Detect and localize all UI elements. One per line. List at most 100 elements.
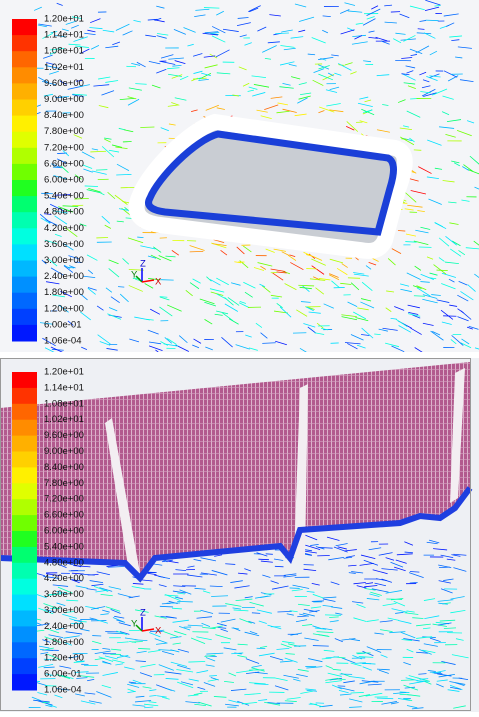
vector-arrow [334, 72, 342, 76]
vector-arrow [449, 304, 458, 307]
vector-arrow [161, 602, 171, 605]
vector-arrow [44, 609, 55, 613]
vector-arrow [50, 346, 63, 352]
vector-arrow [359, 563, 374, 566]
color-swatch [12, 292, 37, 310]
vector-arrow [325, 680, 342, 684]
vector-arrow [322, 15, 331, 18]
vector-arrow [390, 561, 404, 568]
vector-arrow [309, 278, 326, 281]
axis-label: X [155, 626, 162, 637]
legend-label: 9.00e+00 [44, 94, 84, 105]
vector-arrow [368, 262, 377, 266]
vector-arrow [330, 581, 340, 585]
vector-arrow [119, 631, 130, 635]
vector-arrow [309, 610, 320, 613]
vector-arrow [212, 243, 227, 246]
vector-arrow [100, 593, 113, 597]
vector-arrow [289, 254, 296, 257]
vector-arrow [407, 85, 416, 90]
vector-arrow [115, 23, 130, 31]
vector-arrow [406, 648, 414, 653]
vector-arrow [247, 89, 254, 92]
vector-arrow [282, 108, 297, 113]
legend-label: 3.60e+00 [44, 239, 84, 250]
vector-arrow [209, 675, 217, 677]
vector-arrow [62, 150, 70, 157]
vector-arrow [415, 229, 429, 234]
vector-arrow [252, 92, 266, 97]
vector-arrow [244, 693, 261, 696]
vector-arrow [275, 32, 289, 35]
vector-arrow [275, 340, 287, 346]
legend-label: 4.80e+00 [44, 557, 84, 568]
vector-arrow [418, 648, 432, 655]
vector-arrow [448, 201, 457, 204]
vector-arrow [429, 73, 440, 79]
vector-arrow [79, 223, 87, 227]
vector-arrow [191, 77, 199, 82]
vector-arrow [99, 341, 111, 346]
vector-arrow [190, 637, 206, 645]
vector-arrow [380, 40, 390, 45]
vector-arrow [303, 568, 317, 572]
legend-label: 4.80e+00 [44, 207, 84, 218]
vector-arrow [251, 612, 261, 614]
axis-label: Y [131, 270, 138, 281]
vector-arrow [110, 296, 120, 304]
vector-arrow [97, 334, 111, 345]
vector-arrow [189, 250, 204, 253]
vector-arrow [362, 18, 376, 26]
vector-arrow [74, 174, 82, 180]
vector-arrow [409, 48, 423, 55]
vector-arrow [108, 586, 122, 590]
vector-arrow [154, 17, 162, 21]
vector-arrow [124, 666, 135, 670]
vector-arrow [399, 13, 410, 19]
vector-arrow [71, 24, 79, 29]
vector-arrow [172, 64, 182, 67]
vector-arrow [234, 261, 242, 264]
vector-arrow [127, 688, 136, 692]
vector-arrow [362, 650, 374, 657]
vector-arrow [132, 583, 144, 585]
vector-arrow [451, 240, 461, 247]
vector-arrow [439, 126, 455, 129]
vector-arrow [43, 658, 56, 661]
vector-arrow [444, 261, 459, 265]
vector-arrow [430, 330, 444, 341]
vector-arrow [283, 575, 297, 578]
vector-arrow [422, 298, 438, 304]
vector-arrow [386, 290, 395, 293]
vector-arrow [105, 80, 119, 83]
vector-arrow [193, 338, 202, 344]
vector-arrow [422, 79, 430, 83]
vector-arrow [225, 703, 239, 707]
vector-arrow [363, 559, 379, 566]
vector-arrow [337, 546, 347, 550]
color-swatch [12, 419, 37, 437]
vector-arrow [290, 632, 303, 636]
vector-arrow [359, 96, 369, 100]
vector-arrow [230, 580, 243, 583]
vector-arrow [38, 607, 54, 615]
vector-arrow [434, 672, 443, 675]
vector-arrow [216, 72, 231, 75]
vector-arrow [172, 642, 181, 645]
vector-arrow [245, 658, 260, 664]
vector-arrow [360, 301, 375, 309]
vector-arrow [422, 294, 438, 299]
vector-arrow [149, 694, 157, 697]
vector-arrow [38, 664, 54, 668]
vector-arrow [429, 637, 441, 643]
vector-arrow [63, 265, 74, 273]
vector-arrow [404, 541, 414, 546]
vector-arrow [102, 29, 115, 33]
vector-arrow [160, 341, 168, 346]
vector-arrow [216, 10, 224, 16]
vector-arrow [87, 678, 95, 682]
vector-arrow [216, 622, 227, 627]
vector-arrow [341, 314, 357, 318]
vector-arrow [398, 325, 412, 333]
vector-arrow [87, 287, 96, 295]
